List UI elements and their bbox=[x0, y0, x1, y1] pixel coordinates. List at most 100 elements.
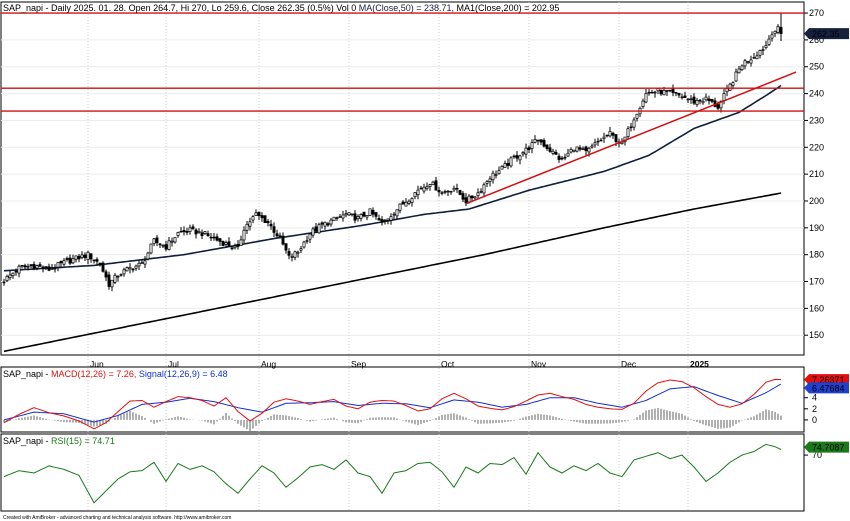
candle-body bbox=[428, 184, 432, 187]
candle-body bbox=[647, 91, 651, 94]
candle-body bbox=[563, 156, 567, 159]
candle-body bbox=[581, 148, 585, 150]
candle-body bbox=[443, 191, 447, 193]
macd-badge-label: 7.26371 bbox=[812, 375, 845, 385]
candle-body bbox=[197, 230, 201, 233]
candle-body bbox=[38, 264, 42, 267]
candle-body bbox=[47, 266, 51, 271]
candle-body bbox=[371, 209, 375, 215]
signal-badge-label: 6.47684 bbox=[812, 383, 845, 393]
candle-body bbox=[674, 92, 678, 94]
candle-body bbox=[272, 226, 276, 233]
candle-body bbox=[164, 244, 168, 250]
candle-body bbox=[632, 119, 636, 128]
candle-body bbox=[356, 216, 360, 220]
candle-body bbox=[113, 274, 117, 283]
candle-body bbox=[548, 147, 552, 152]
ma200-line bbox=[3, 192, 782, 353]
candle-body bbox=[752, 57, 756, 59]
candle-body bbox=[476, 192, 480, 196]
candle-body bbox=[179, 230, 183, 233]
candle-body bbox=[86, 251, 90, 260]
price-tick-label: 260 bbox=[809, 35, 824, 45]
rsi-panel-frame bbox=[0, 433, 805, 512]
candle-body bbox=[155, 237, 159, 244]
candle-body bbox=[707, 98, 711, 102]
candle-body bbox=[41, 266, 45, 269]
candle-body bbox=[602, 136, 606, 139]
candle-body bbox=[587, 147, 591, 153]
candle-body bbox=[704, 96, 708, 101]
price-tick-label: 210 bbox=[809, 169, 824, 179]
candle-body bbox=[755, 55, 759, 60]
month-label: Nov bbox=[531, 359, 547, 369]
candle-body bbox=[446, 190, 450, 193]
candle-body bbox=[275, 233, 279, 237]
candle-body bbox=[539, 139, 543, 143]
candle-body bbox=[662, 90, 666, 96]
month-label: Dec bbox=[621, 359, 637, 369]
candles-layer bbox=[2, 13, 783, 292]
candle-body bbox=[14, 270, 18, 273]
candle-body bbox=[161, 244, 165, 247]
candle-body bbox=[584, 146, 588, 152]
candle-body bbox=[257, 211, 261, 217]
candle-body bbox=[692, 96, 696, 104]
candle-body bbox=[320, 222, 324, 225]
candle-body bbox=[659, 89, 663, 95]
candle-body bbox=[251, 216, 255, 221]
candle-body bbox=[104, 271, 108, 278]
candle-body bbox=[332, 216, 336, 222]
candle-body bbox=[767, 38, 771, 45]
candle-body bbox=[566, 152, 570, 157]
candle-body bbox=[56, 262, 60, 268]
candle-body bbox=[380, 219, 384, 223]
candle-body bbox=[701, 100, 705, 104]
candle-body bbox=[221, 241, 225, 246]
candle-body bbox=[50, 268, 54, 270]
price-tick-label: 170 bbox=[809, 277, 824, 287]
candle-body bbox=[227, 241, 231, 247]
candle-body bbox=[167, 240, 171, 250]
candle-body bbox=[764, 45, 768, 48]
candle-body bbox=[773, 30, 777, 35]
candle-body bbox=[599, 139, 603, 142]
candle-body bbox=[776, 25, 780, 33]
candle-body bbox=[611, 132, 615, 136]
candle-body bbox=[524, 147, 528, 155]
candle-body bbox=[758, 50, 762, 56]
candle-body bbox=[572, 149, 576, 152]
candle-body bbox=[464, 197, 468, 204]
uptrend-line bbox=[465, 71, 797, 205]
candle-body bbox=[665, 90, 669, 92]
candle-body bbox=[506, 162, 510, 166]
candle-body bbox=[95, 259, 99, 262]
candle-body bbox=[614, 134, 618, 142]
candle-body bbox=[404, 201, 408, 207]
footer-credit: Created with AmiBroker - advanced charti… bbox=[3, 515, 231, 521]
candle-body bbox=[98, 262, 102, 266]
candle-body bbox=[143, 260, 147, 265]
candle-body bbox=[485, 181, 489, 184]
candle-body bbox=[329, 219, 333, 225]
candle-body bbox=[398, 203, 402, 211]
candle-body bbox=[44, 266, 48, 268]
candle-body bbox=[299, 248, 303, 251]
candle-body bbox=[308, 233, 312, 240]
candle-body bbox=[677, 93, 681, 96]
candle-body bbox=[131, 268, 135, 271]
candle-body bbox=[686, 98, 690, 101]
candle-body bbox=[668, 89, 672, 92]
candle-body bbox=[182, 230, 186, 233]
candle-body bbox=[695, 100, 699, 105]
candle-body bbox=[17, 265, 21, 274]
candle-body bbox=[578, 147, 582, 150]
candle-body bbox=[2, 281, 6, 284]
candle-body bbox=[302, 241, 306, 248]
candle-body bbox=[218, 238, 222, 242]
candle-body bbox=[449, 190, 453, 193]
candle-body bbox=[269, 223, 273, 227]
rsi-header: SAP_napi - RSI(15) = 74.71 bbox=[3, 436, 115, 446]
